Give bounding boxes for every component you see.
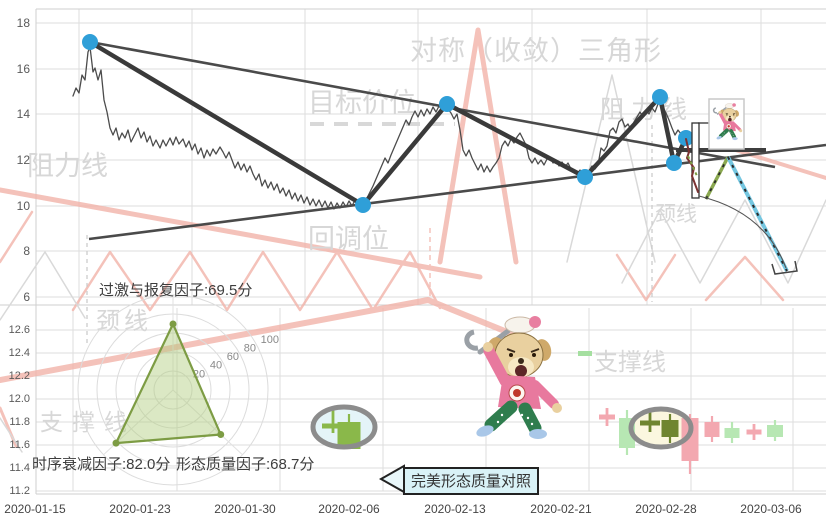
candlestick	[767, 425, 783, 437]
secondary-axis-label: 11.8	[9, 416, 30, 428]
pattern-highlight-ellipse	[628, 406, 694, 450]
pattern-pivot-dot	[439, 96, 455, 112]
projection-end-bracket	[771, 260, 798, 275]
candlestick	[724, 428, 740, 438]
support-line-sample-dash	[578, 351, 592, 356]
price-axis-label: 8	[23, 244, 30, 258]
candlestick	[681, 418, 699, 461]
date-axis-label: 2020-01-23	[109, 502, 171, 516]
sketch-gray-lines	[0, 74, 826, 453]
candlestick	[704, 422, 720, 437]
radar-ring-label: 40	[210, 360, 222, 372]
perfect-pattern-reference-lines	[0, 27, 826, 448]
pattern-pivot-dot	[666, 155, 682, 171]
projection-up-line	[704, 156, 730, 200]
secondary-axis-label: 11.6	[9, 439, 30, 451]
date-axis-label: 2020-02-06	[318, 502, 380, 516]
upper-trendline	[89, 40, 776, 169]
watermark-neckline-right: 颈线	[655, 203, 697, 226]
date-axis-label: 2020-03-06	[740, 502, 802, 516]
dog-mascot-illustration	[464, 316, 562, 439]
candlestick	[661, 420, 679, 437]
watermark-support-line-right: 支撑线	[594, 349, 666, 376]
secondary-axis-label: 11.4	[9, 462, 30, 474]
candlestick	[322, 423, 344, 429]
radar-polygon	[114, 322, 222, 445]
candlestick	[599, 414, 615, 420]
secondary-axis-label: 12.2	[8, 370, 30, 382]
radar-ring-label: 60	[227, 351, 239, 363]
mini-dog-mascot-icon	[712, 103, 743, 141]
watermark-target-price: 目标价位	[308, 88, 416, 118]
pattern-zigzag	[87, 39, 689, 208]
secondary-axis-label: 12.6	[8, 324, 30, 336]
date-axis-label: 2020-01-15	[4, 502, 66, 516]
secondary-axis-label: 12.4	[8, 347, 30, 359]
lower-trendline	[88, 143, 826, 241]
radar-ring-label: 80	[244, 342, 256, 354]
price-axis-label: 14	[16, 107, 30, 121]
candlestick	[640, 420, 660, 426]
measure-box	[691, 122, 700, 199]
projection-arc	[698, 195, 787, 269]
perfect-pattern-compare-button[interactable]: 完美形态质量对照	[403, 467, 540, 495]
factor-pattern-quality-score: 形态质量因子:68.7分	[176, 456, 315, 473]
factor-overreaction-score: 过激与报复因子:69.5分	[99, 282, 253, 299]
pivot-dots	[82, 34, 694, 213]
watermark-pullback-level: 回调位	[308, 224, 389, 254]
price-axis-label: 10	[16, 199, 30, 213]
date-axis-label: 2020-02-28	[635, 502, 697, 516]
pattern-highlight-ellipse	[310, 404, 378, 450]
secondary-axis-label: 12.0	[8, 393, 30, 405]
price-axis-label: 18	[16, 16, 30, 30]
price-axis-label: 6	[23, 290, 30, 304]
pattern-pivot-dot	[355, 197, 371, 213]
radar-ring-label: 100	[261, 334, 279, 346]
left-arrow-icon	[378, 464, 405, 494]
date-axis-label: 2020-02-13	[424, 502, 486, 516]
pattern-pivot-dot	[82, 34, 98, 50]
candlestick	[337, 422, 361, 449]
watermark-resistance-line-left: 阻力线	[27, 151, 108, 181]
candlestick	[746, 429, 762, 435]
reference-candlestick-group	[310, 404, 783, 474]
price-axis-label: 12	[16, 153, 30, 167]
factor-time-decay-score: 时序衰减因子:82.0分	[32, 456, 171, 473]
watermark-resistance-line-right: 阻力线	[600, 96, 694, 124]
secondary-axis-label: 11.2	[9, 485, 30, 497]
pattern-pivot-dot	[577, 169, 593, 185]
date-axis-label: 2020-02-21	[530, 502, 592, 516]
watermark-pattern-title: 对称（收敛）三角形	[410, 36, 662, 66]
date-axis-label: 2020-01-30	[214, 502, 276, 516]
pattern-pivot-dot	[652, 89, 668, 105]
price-axis-label: 16	[16, 62, 30, 76]
